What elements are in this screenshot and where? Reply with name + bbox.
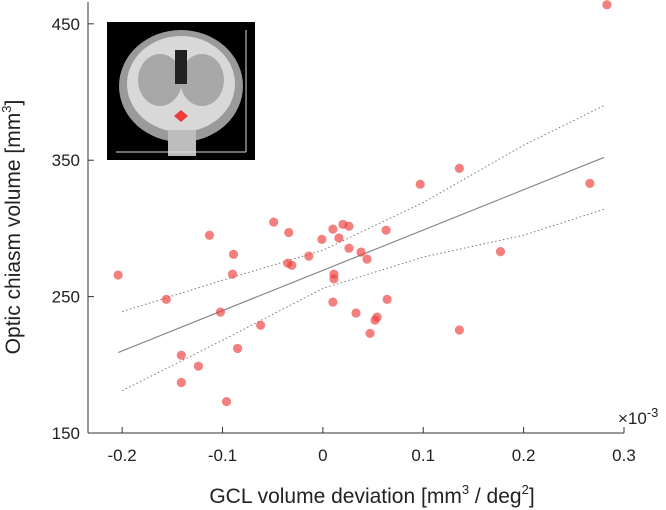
data-point [113, 270, 123, 280]
x-tick-label: 0.1 [411, 446, 435, 465]
data-point [362, 254, 372, 264]
data-point [215, 307, 226, 317]
y-tick-label: 150 [52, 424, 80, 443]
data-point [344, 221, 354, 231]
y-tick-label: 250 [52, 288, 80, 307]
data-point [204, 230, 215, 240]
x-label-part: GCL volume deviation [mm [209, 485, 461, 508]
y-tick-label: 450 [52, 15, 80, 34]
x-label-part: / deg [469, 485, 522, 508]
data-point [221, 397, 232, 407]
data-point [176, 377, 186, 388]
data-point [328, 224, 338, 234]
data-point [228, 249, 239, 259]
data-point [161, 294, 171, 304]
y-label-part: Optic chiasm volume [mm [2, 113, 25, 355]
data-point [284, 227, 294, 238]
data-point [370, 315, 380, 325]
x-label-part: 2 [522, 482, 529, 497]
confidence-band-lower [121, 208, 605, 392]
data-point [334, 233, 344, 243]
data-point [356, 247, 366, 257]
x-tick-label: 0 [318, 446, 327, 465]
multiplier-part: ×10 [618, 409, 647, 428]
x-tick-label: 0.2 [512, 446, 536, 465]
y-axis-label: Optic chiasm volume [mm3] [0, 100, 25, 355]
inset-image [107, 22, 255, 160]
data-point [454, 325, 464, 335]
x-axis-label: GCL volume deviation [mm3 / deg2] [209, 482, 534, 508]
data-point [382, 294, 392, 304]
data-point [381, 225, 391, 235]
x-tick-label: 0.3 [612, 446, 636, 465]
data-point [344, 243, 354, 253]
data-point [193, 361, 204, 371]
data-point [227, 269, 238, 279]
data-point [328, 297, 338, 307]
data-point [351, 308, 361, 318]
data-point [585, 178, 595, 189]
y-tick-label: 350 [52, 151, 80, 170]
data-point [304, 251, 314, 261]
x-label-part: ] [529, 485, 535, 508]
data-point [317, 234, 327, 244]
data-point [176, 350, 186, 360]
data-point [256, 320, 266, 330]
data-point [454, 163, 464, 173]
data-point [365, 328, 375, 339]
x-tick-label: -0.1 [208, 446, 237, 465]
y-label-part: ] [2, 100, 25, 106]
data-point [602, 0, 612, 10]
multiplier-part: -3 [647, 405, 659, 420]
data-point [329, 274, 339, 284]
x-multiplier: ×10-3 [618, 405, 658, 428]
data-point [415, 179, 425, 189]
data-point [232, 343, 243, 354]
data-point [269, 217, 279, 227]
x-label-part: 3 [462, 482, 469, 497]
x-tick-label: -0.2 [107, 446, 136, 465]
y-label-part: 3 [0, 106, 14, 113]
data-point [287, 260, 297, 270]
data-point [495, 246, 506, 257]
